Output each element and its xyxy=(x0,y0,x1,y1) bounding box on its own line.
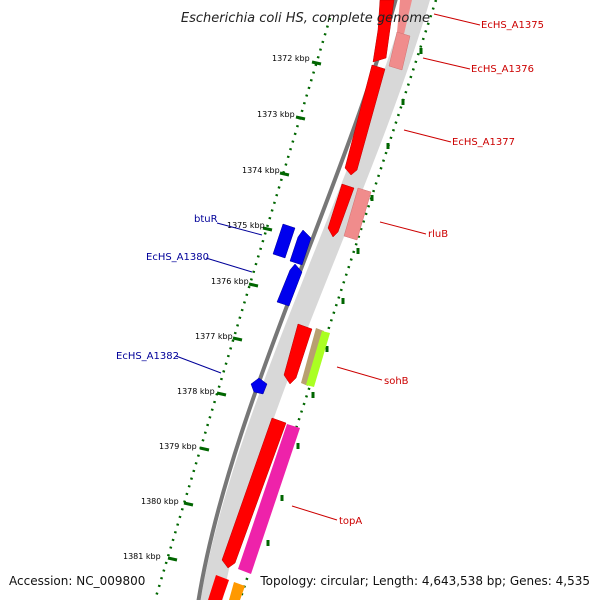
inner-ring-tick-marks xyxy=(167,60,322,562)
forward-strand-features xyxy=(208,0,412,600)
gene-label: EcHS_A1380 xyxy=(146,252,209,263)
gene-echs-a1375-ii xyxy=(397,0,412,34)
tick-label: 1380 kbp xyxy=(141,497,179,506)
gene-topa xyxy=(221,417,287,569)
tick-label: 1381 kbp xyxy=(123,552,161,561)
reverse-strand-features xyxy=(250,223,312,395)
gene-label: btuR xyxy=(194,214,218,225)
gene-label: topA xyxy=(339,516,362,527)
map-title: Escherichia coli HS, complete genome xyxy=(181,11,430,26)
gene-echs-a1375 xyxy=(372,0,395,63)
tick-label: 1372 kbp xyxy=(272,54,310,63)
gene-bottom-red xyxy=(208,575,229,600)
gene-sohb-ii xyxy=(301,328,324,386)
gene-echs-a1382 xyxy=(250,377,268,395)
gene-sohb xyxy=(283,323,313,385)
tick-label: 1379 kbp xyxy=(159,442,197,451)
gene-label: EcHS_A1382 xyxy=(116,351,179,362)
gene-btur-ii xyxy=(289,229,312,266)
backbone-shadow xyxy=(200,0,430,600)
outer-ring-dashes xyxy=(266,48,423,546)
tick-label: 1374 kbp xyxy=(242,166,280,175)
genome-summary-text: Topology: circular; Length: 4,643,538 bp… xyxy=(260,574,590,588)
gene-label: sohB xyxy=(384,376,409,387)
accession-text: Accession: NC_009800 xyxy=(9,574,146,588)
gene-bottom-orange xyxy=(229,582,245,600)
tick-label: 1378 kbp xyxy=(177,387,215,396)
gene-btur xyxy=(272,223,296,259)
gene-label: EcHS_A1377 xyxy=(452,137,515,148)
gene-label: rluB xyxy=(428,229,448,240)
tick-label: 1376 kbp xyxy=(211,277,249,286)
gene-topa-ii xyxy=(238,424,300,574)
gene-rlub-ii xyxy=(343,187,372,241)
gene-label: EcHS_A1376 xyxy=(471,64,534,75)
label-leader-lines xyxy=(175,13,481,521)
gene-sohb-iii xyxy=(306,331,330,387)
gene-echs-a1377 xyxy=(344,64,386,176)
tick-label: 1377 kbp xyxy=(195,332,233,341)
gene-echs-a1376 xyxy=(388,31,411,71)
tick-label: 1373 kbp xyxy=(257,110,295,119)
gene-label: EcHS_A1375 xyxy=(481,20,544,31)
gene-rlub xyxy=(327,183,355,238)
tick-label: 1375 kbp xyxy=(227,221,265,230)
gene-echs-a1380 xyxy=(276,263,303,307)
